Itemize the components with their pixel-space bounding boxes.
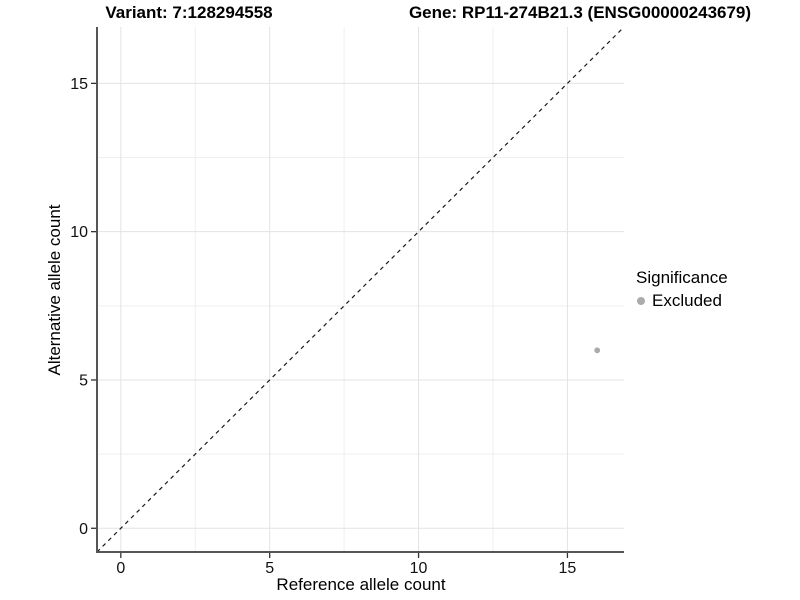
- y-tick-label: 0: [79, 521, 88, 538]
- x-tick-label: 5: [265, 560, 274, 577]
- x-tick-label: 0: [116, 560, 125, 577]
- excluded-point-icon: [637, 297, 645, 305]
- legend-entry-excluded: Excluded: [636, 291, 728, 311]
- y-axis-title: Alternative allele count: [45, 204, 64, 376]
- legend: Significance Excluded: [636, 268, 728, 311]
- x-tick-label: 15: [559, 560, 577, 577]
- y-tick-label: 5: [79, 372, 88, 389]
- y-tick-label: 15: [70, 76, 88, 93]
- legend-title: Significance: [636, 268, 728, 287]
- variant-title: Variant: 7:128294558: [105, 3, 273, 22]
- legend-entry-label: Excluded: [652, 291, 722, 310]
- gene-title: Gene: RP11-274B21.3 (ENSG00000243679): [408, 3, 752, 22]
- data-point-excluded: [594, 347, 601, 354]
- identity-dashed-line: [96, 26, 625, 553]
- x-axis-title: Reference allele count: [276, 575, 446, 594]
- y-tick-label: 10: [70, 224, 88, 241]
- x-tick-label: 10: [410, 560, 428, 577]
